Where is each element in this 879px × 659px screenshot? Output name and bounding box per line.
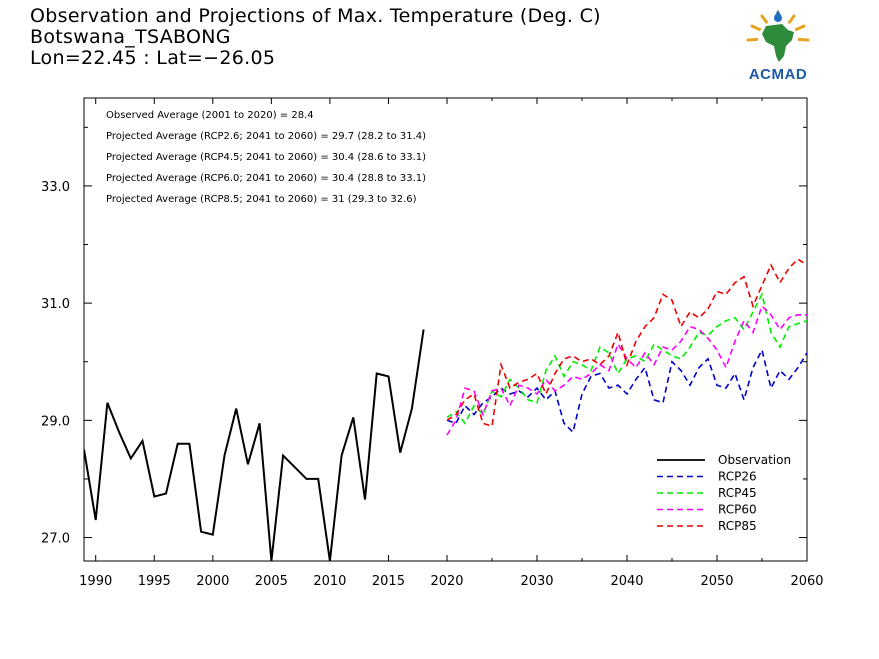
- africa-map-logo-icon: [746, 10, 810, 62]
- y-tick-label: 29.0: [41, 414, 70, 429]
- chart-title-block: Observation and Projections of Max. Temp…: [30, 6, 601, 69]
- chart-series: [84, 258, 807, 561]
- x-tick-label: 2060: [790, 574, 823, 589]
- plot-frame: [83, 97, 808, 562]
- stats-box: Observed Average (2001 to 2020) = 28.4 Pr…: [106, 110, 426, 205]
- x-tick-label: 2000: [196, 574, 229, 589]
- chart-legend: Observation RCP26 RCP45 RCP60 RCP85: [657, 453, 791, 533]
- legend-label: RCP60: [718, 503, 757, 517]
- station-coordinates: Lon=22.45 : Lat=−26.05: [30, 47, 276, 69]
- legend-label: Observation: [718, 453, 791, 467]
- station-name: Botswana_TSABONG: [30, 26, 231, 48]
- x-tick-label: 1990: [79, 574, 112, 589]
- chart-axes: 1990 1995 2000 2005 2010 2015 2020 2030 2040 2050…: [41, 98, 824, 589]
- legend-label: RCP85: [718, 519, 757, 533]
- x-tick-label: 2015: [372, 574, 405, 589]
- stat-line: Projected Average (RCP4.5; 2041 to 2060)…: [106, 152, 426, 163]
- y-tick-label: 27.0: [41, 532, 70, 547]
- chart-title: Observation and Projections of Max. Temp…: [30, 5, 601, 27]
- x-tick-label: 2030: [520, 574, 553, 589]
- x-tick-label: 2005: [255, 574, 288, 589]
- series-line-observation: [84, 329, 425, 561]
- x-tick-label: 2020: [430, 574, 463, 589]
- x-tick-label: 2010: [313, 574, 346, 589]
- x-tick-label: 2050: [700, 574, 733, 589]
- stat-line: Projected Average (RCP8.5; 2041 to 2060)…: [106, 194, 417, 205]
- legend-label: RCP45: [718, 486, 757, 500]
- legend-label: RCP26: [718, 470, 757, 484]
- series-line-rcp60: [446, 304, 807, 436]
- x-tick-label: 1995: [138, 574, 171, 589]
- y-tick-label: 33.0: [41, 180, 70, 195]
- y-tick-label: 31.0: [41, 297, 70, 312]
- stat-line: Projected Average (RCP2.6; 2041 to 2060)…: [106, 131, 426, 142]
- stat-line: Observed Average (2001 to 2020) = 28.4: [106, 110, 314, 121]
- x-tick-label: 2040: [610, 574, 643, 589]
- series-line-rcp26: [446, 347, 807, 434]
- stat-line: Projected Average (RCP6.0; 2041 to 2060)…: [106, 173, 426, 184]
- series-line-rcp85: [446, 258, 807, 428]
- acmad-logo: ACMAD: [736, 8, 820, 84]
- acmad-logo-text: ACMAD: [748, 66, 808, 83]
